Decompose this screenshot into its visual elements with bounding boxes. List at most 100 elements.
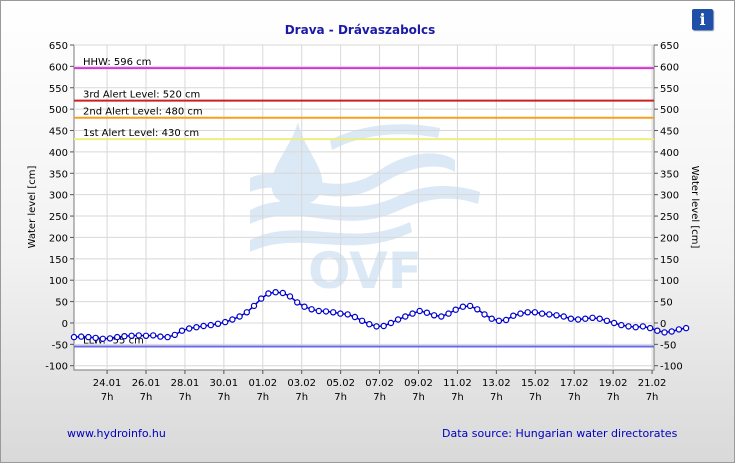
y-tick-label-right: 200 xyxy=(660,233,679,244)
data-point xyxy=(301,303,308,310)
x-tick-hour: 7h xyxy=(140,392,153,403)
data-point xyxy=(236,313,243,320)
threshold-label: 2nd Alert Level: 480 cm xyxy=(83,107,203,118)
y-tick-label-right: 400 xyxy=(660,148,679,159)
data-point xyxy=(639,323,647,330)
y-tick-label-left: 50 xyxy=(55,298,68,309)
data-point xyxy=(157,333,164,340)
x-tick-date: 03.02 xyxy=(287,378,316,389)
data-point xyxy=(452,306,459,313)
watermark-text: OVF xyxy=(308,242,422,300)
data-point xyxy=(92,334,99,342)
data-point xyxy=(85,333,92,341)
data-point xyxy=(214,320,222,327)
data-point xyxy=(250,302,258,310)
x-tick-hour: 7h xyxy=(646,392,659,403)
data-point xyxy=(560,313,567,320)
data-point xyxy=(387,319,395,327)
data-point xyxy=(128,332,135,339)
y-tick-label-right: -100 xyxy=(660,362,683,373)
data-point xyxy=(589,314,596,321)
data-point xyxy=(358,317,366,324)
y-tick-label-right: 0 xyxy=(660,319,666,330)
data-point xyxy=(200,322,207,330)
data-point xyxy=(351,313,359,321)
data-point xyxy=(488,315,495,322)
y-tick-label-right: 350 xyxy=(660,169,679,180)
data-point xyxy=(474,306,481,313)
x-tick-hour: 7h xyxy=(490,392,503,403)
data-point xyxy=(221,318,229,326)
data-point xyxy=(113,333,121,341)
data-point xyxy=(459,303,467,310)
data-point xyxy=(582,315,589,322)
data-point xyxy=(294,299,301,306)
data-point xyxy=(409,310,416,317)
data-point xyxy=(337,310,344,317)
data-point xyxy=(229,316,236,323)
x-tick-date: 13.02 xyxy=(482,378,511,389)
data-point xyxy=(646,324,654,332)
y-tick-label-left: 350 xyxy=(49,169,68,180)
y-tick-label-right: 150 xyxy=(660,255,679,266)
data-point xyxy=(445,310,452,317)
data-point xyxy=(502,316,510,324)
data-point xyxy=(99,335,107,342)
data-point xyxy=(258,295,265,302)
data-point xyxy=(553,312,560,319)
x-axis: 24.01 7h 26.01 7h 28.01 7h 30.01 7h 01.02 7h 03.02… xyxy=(93,370,666,403)
data-point xyxy=(171,331,178,339)
x-tick-hour: 7h xyxy=(373,392,386,403)
x-tick-hour: 7h xyxy=(607,392,620,403)
site-link[interactable]: www.hydroinfo.hu xyxy=(67,427,166,440)
y-tick-label-right: 550 xyxy=(660,84,679,95)
data-point xyxy=(661,329,668,336)
y-axis-label-left: Water level [cm] xyxy=(27,166,38,249)
x-tick-hour: 7h xyxy=(256,392,269,403)
x-tick-date: 17.02 xyxy=(560,378,589,389)
data-point xyxy=(243,309,250,316)
data-source-note: Data source: Hungarian water directorate… xyxy=(442,427,678,440)
data-point xyxy=(330,309,337,316)
data-point xyxy=(481,311,488,318)
x-tick-hour: 7h xyxy=(451,392,464,403)
data-point xyxy=(625,323,632,330)
x-tick-hour: 7h xyxy=(218,392,231,403)
x-tick-date: 07.02 xyxy=(365,378,394,389)
threshold-label: 1st Alert Level: 430 cm xyxy=(83,128,199,139)
info-icon[interactable]: i xyxy=(692,9,713,30)
y-tick-label-left: 550 xyxy=(49,84,68,95)
data-point xyxy=(366,321,373,328)
data-point xyxy=(322,308,330,315)
data-point xyxy=(142,332,150,339)
threshold-label: 3rd Alert Level: 520 cm xyxy=(83,90,200,101)
data-point xyxy=(675,326,683,333)
x-tick-hour: 7h xyxy=(179,392,192,403)
y-axis-left: -100 -50 0 50 100 150 200 250 300 350 400 450 500 550… xyxy=(45,41,74,373)
data-point xyxy=(603,317,611,324)
y-axis-right: -100 -50 0 50 100 150 200 250 300 350 400 450 500 550… xyxy=(654,41,683,373)
y-tick-label-left: 250 xyxy=(49,212,68,223)
data-point xyxy=(654,327,661,334)
data-point xyxy=(668,328,675,335)
chart-title: Drava - Drávaszabolcs xyxy=(285,23,436,37)
data-point xyxy=(574,316,582,323)
data-point xyxy=(279,289,286,297)
data-point xyxy=(538,310,546,317)
y-tick-label-left: 100 xyxy=(49,276,68,287)
data-point xyxy=(344,311,351,318)
data-point xyxy=(416,307,423,315)
threshold-label: LLW: -55 cm xyxy=(83,335,144,346)
data-point xyxy=(517,310,524,317)
y-tick-label-left: 200 xyxy=(49,233,68,244)
y-tick-label-left: -50 xyxy=(52,340,68,351)
y-axis-label-right: Water level [cm] xyxy=(689,166,700,249)
series-layer xyxy=(70,289,690,342)
y-tick-label-right: -50 xyxy=(660,340,676,351)
data-point xyxy=(121,333,128,340)
data-point xyxy=(466,302,474,310)
data-point xyxy=(106,335,114,342)
y-tick-label-right: 650 xyxy=(660,41,679,52)
x-tick-hour: 7h xyxy=(101,392,114,403)
